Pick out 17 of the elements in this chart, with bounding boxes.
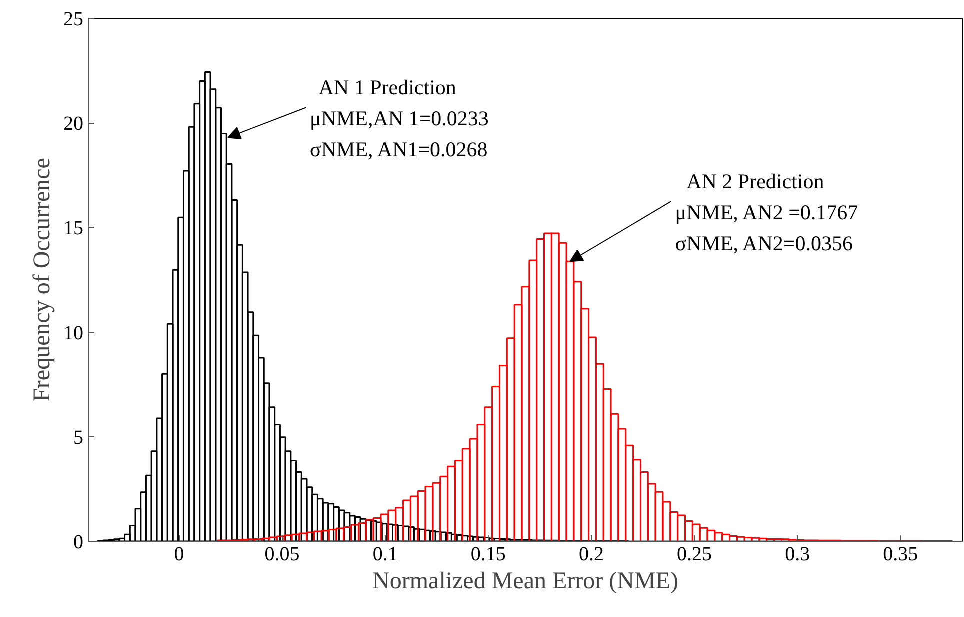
- x-tick-label: 0.1: [372, 544, 398, 566]
- x-tick-label: 0.3: [785, 544, 810, 566]
- annotation: AN 2 Prediction μNME, AN2 =0.1767 σNME, AN2=0.0356: [675, 170, 858, 256]
- y-tick-label: 25: [64, 8, 84, 30]
- x-axis-title: Normalized Mean Error (NME): [372, 568, 678, 594]
- y-axis-title: Frequency of Occurrence: [30, 158, 56, 402]
- y-tick-label: 10: [64, 322, 84, 344]
- x-tick-label: 0.2: [578, 544, 604, 566]
- y-tick-label: 15: [64, 218, 84, 240]
- annotation: AN 1 Prediction μNME,AN 1=0.0233 σNME, AN1=0.0268: [310, 76, 489, 162]
- y-tick-label: 5: [74, 426, 84, 449]
- x-tick-label: 0: [174, 544, 184, 566]
- x-tick-label: 0.35: [883, 544, 918, 566]
- x-tick-label: 0.15: [470, 544, 506, 566]
- y-tick-label: 20: [64, 113, 84, 136]
- x-tick-label: 0.05: [264, 544, 300, 566]
- x-tick-label: 0.25: [677, 544, 712, 566]
